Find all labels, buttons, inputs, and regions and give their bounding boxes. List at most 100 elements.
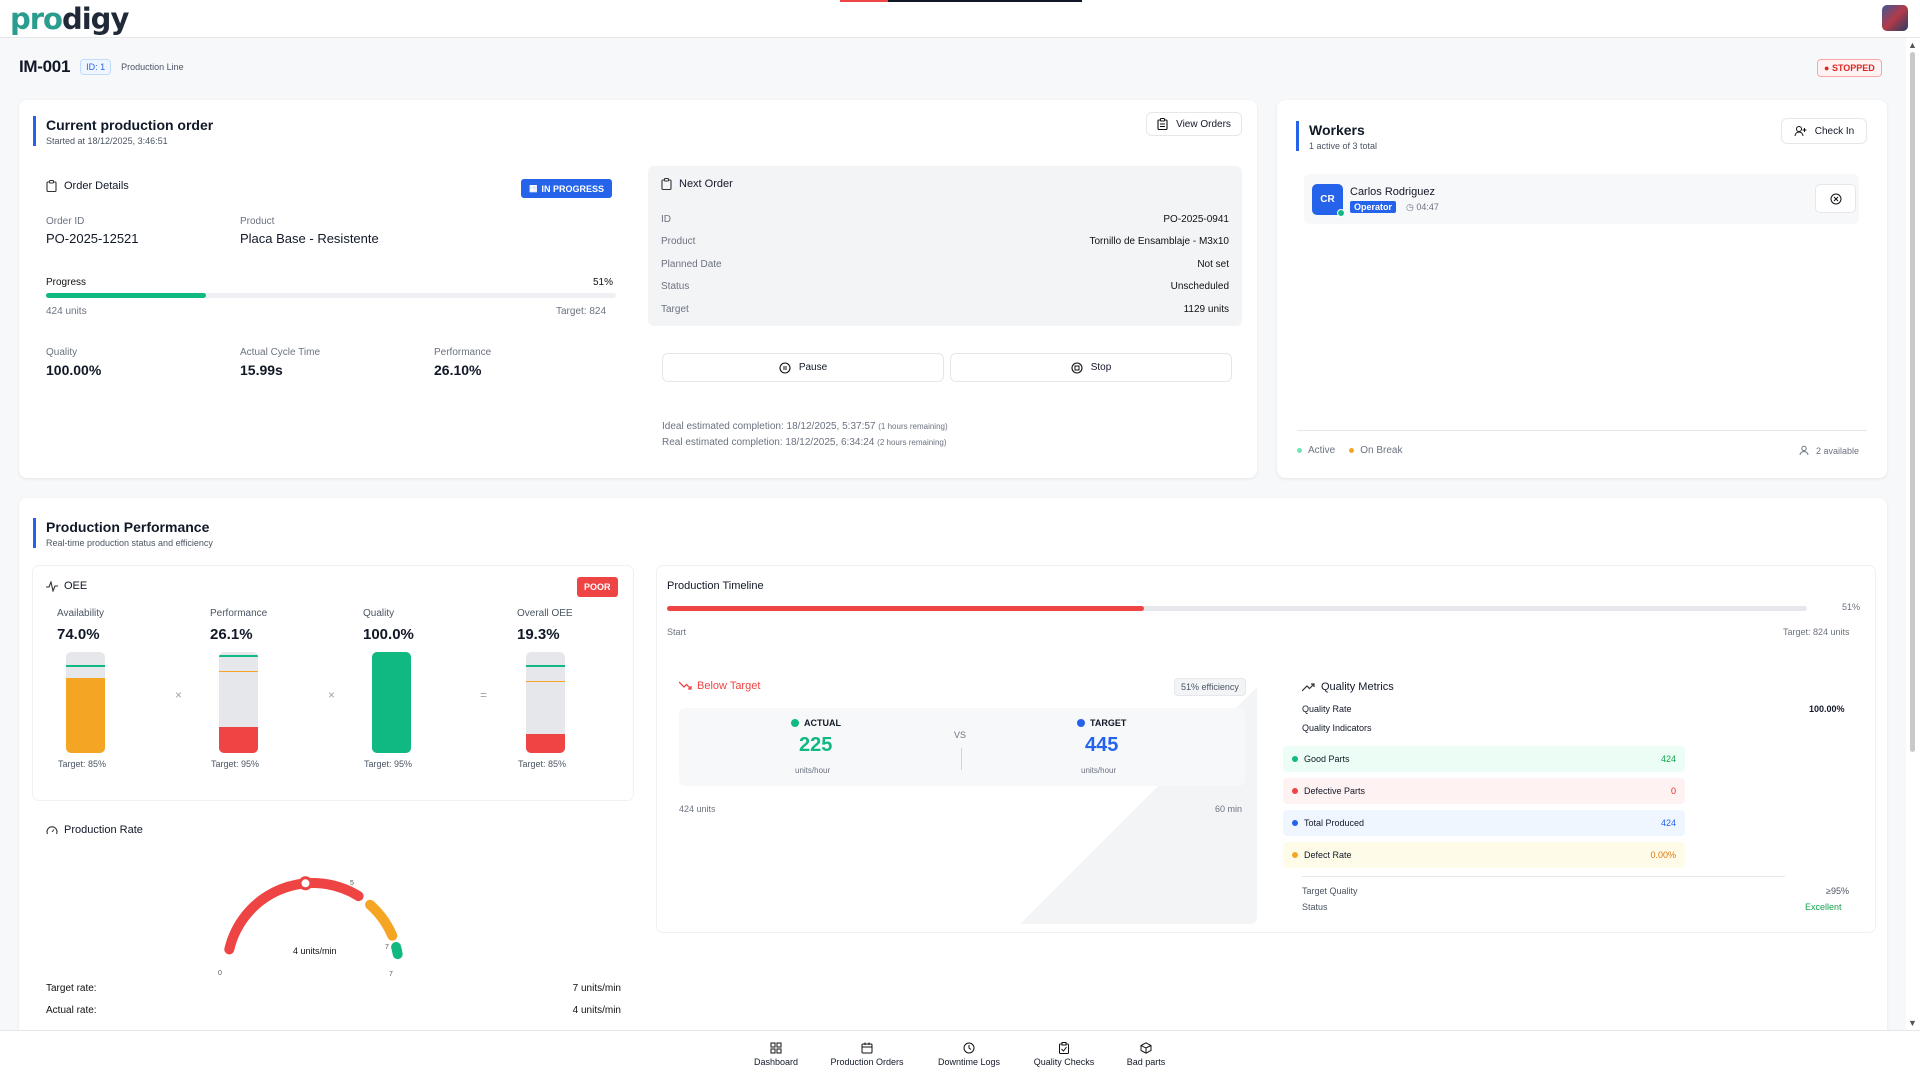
order-id-label: Order ID — [46, 216, 85, 227]
oee-metric-bar-fill — [219, 726, 258, 753]
timeline-fill — [667, 606, 1144, 611]
performance-label: Performance — [434, 347, 492, 358]
ideal-completion: Ideal estimated completion: 18/12/2025, … — [662, 421, 948, 432]
user-avatar[interactable] — [1882, 5, 1908, 31]
oee-metric-target: Target: 85% — [518, 759, 567, 769]
quality-indicator-label: Defect Rate — [1304, 850, 1352, 860]
workers-heading: Workers 1 active of 3 total — [1296, 121, 1377, 151]
performance-subtitle: Real-time production status and efficien… — [46, 538, 213, 548]
loading-bar — [840, 0, 1082, 2]
quality-metrics-title: Quality Metrics — [1321, 681, 1394, 693]
activity-icon — [46, 580, 58, 592]
online-indicator — [1337, 209, 1345, 217]
oee-target-marker — [66, 665, 105, 668]
next-order-row-label: Target — [661, 303, 689, 315]
worker-role-badge: Operator — [1350, 201, 1397, 213]
workers-divider — [1297, 430, 1867, 431]
multiply-operator: × — [328, 688, 336, 702]
current-order-card: Current production order Started at 18/1… — [19, 100, 1257, 478]
nav-dashboard[interactable]: Dashboard — [749, 1042, 803, 1067]
progress-percent: 51% — [593, 277, 614, 288]
nav-quality-checks[interactable]: Quality Checks — [1026, 1042, 1102, 1067]
next-order-row-label: Planned Date — [661, 258, 722, 270]
quality-indicator-value: 424 — [1660, 754, 1676, 764]
status-dot-icon — [1292, 788, 1298, 794]
worker-row[interactable]: CR Carlos Rodriguez Operator ◷ 04:47 — [1304, 174, 1859, 224]
timeline-start: Start — [667, 627, 687, 637]
dashboard-icon — [770, 1042, 782, 1054]
next-order-title: Next Order — [679, 178, 733, 190]
oee-title: OEE — [64, 580, 88, 592]
production-timeline-panel: Production Timeline 51% Start Target: 82… — [657, 566, 1875, 932]
minutes-label: 60 min — [1215, 804, 1243, 814]
scrollbar[interactable]: ▲ ▼ — [1906, 38, 1920, 1030]
clipboard-icon — [661, 178, 672, 190]
workers-card: Workers 1 active of 3 total Check In CR … — [1277, 100, 1887, 478]
production-rate-gauge: 0 5 7 7 4 units/min — [218, 876, 403, 977]
quality-rate-value: 100.00% — [1809, 704, 1845, 714]
product-value: Placa Base - Resistente — [240, 231, 379, 246]
target-unit: units/hour — [1081, 766, 1117, 775]
stop-button[interactable]: Stop — [950, 353, 1232, 382]
worker-checkout-button[interactable] — [1815, 184, 1856, 213]
gauge-label-mid: 5 — [350, 880, 354, 887]
stop-icon — [1071, 361, 1083, 374]
next-order-row: Product Tornillo de Ensamblaje - M3x10 — [661, 231, 1229, 254]
real-completion: Real estimated completion: 18/12/2025, 6… — [662, 437, 947, 448]
timeline-target: Target: 824 units — [1783, 627, 1850, 637]
actual-unit: units/hour — [795, 766, 831, 775]
gauge-label-max: 7 — [389, 971, 393, 977]
quality-rate-label: Quality Rate — [1302, 704, 1352, 714]
pause-icon — [779, 361, 791, 374]
app-logo[interactable]: prodigy — [10, 2, 129, 36]
oee-target-marker — [219, 655, 258, 658]
view-orders-button[interactable]: View Orders — [1146, 112, 1242, 136]
timeline-title: Production Timeline — [667, 580, 764, 592]
worker-time: ◷ 04:47 — [1406, 202, 1439, 212]
gauge-label-high: 7 — [385, 944, 389, 951]
current-order-title: Current production order — [46, 117, 214, 133]
scroll-thumb[interactable] — [1910, 52, 1915, 752]
scroll-down-icon[interactable]: ▼ — [1908, 1018, 1917, 1028]
current-order-started: Started at 18/12/2025, 3:46:51 — [46, 136, 168, 146]
oee-warning-marker — [219, 671, 258, 673]
workers-subtitle: 1 active of 3 total — [1309, 141, 1378, 151]
nav-downtime-logs[interactable]: Downtime Logs — [930, 1042, 1008, 1067]
next-order-row-value: Not set — [1197, 258, 1229, 270]
gauge-icon — [46, 825, 58, 834]
break-dot-icon — [1349, 448, 1355, 453]
production-rate-panel: Production Rate 0 5 7 7 4 units/min Targ… — [33, 812, 633, 1032]
nav-bad-parts[interactable]: Bad parts — [1118, 1042, 1174, 1067]
order-status-badge: ▦ IN PROGRESS — [521, 179, 613, 198]
target-quality-label: Target Quality — [1302, 886, 1358, 896]
nav-production-orders[interactable]: Production Orders — [823, 1042, 911, 1067]
cycle-time-value: 15.99s — [240, 362, 283, 378]
oee-metric-target: Target: 95% — [211, 759, 260, 769]
next-order-rows: ID PO-2025-0941 Product Tornillo de Ensambl… — [661, 208, 1229, 321]
gauge-arc-high — [391, 942, 403, 960]
check-in-button[interactable]: Check In — [1781, 118, 1867, 144]
quality-indicator-label: Defective Parts — [1304, 786, 1366, 796]
next-order-row: Target 1129 units — [661, 298, 1229, 321]
quality-status-label: Status — [1302, 902, 1328, 912]
next-order-panel: Next Order ID PO-2025-0941 Product Tornillo… — [648, 166, 1242, 326]
machine-status-badge: ● STOPPED — [1817, 59, 1882, 77]
target-rate-value: 7 units/min — [572, 983, 621, 994]
machine-id-badge: ID: 1 — [80, 59, 112, 75]
target-rate: 445 — [1085, 734, 1119, 756]
quality-value: 100.00% — [46, 362, 102, 378]
pause-button[interactable]: Pause — [662, 353, 944, 382]
gauge-needle — [298, 876, 313, 891]
scroll-up-icon[interactable]: ▲ — [1908, 40, 1917, 50]
package-icon — [1140, 1042, 1152, 1054]
status-dot-icon — [1292, 756, 1298, 762]
target-dot-icon — [1077, 719, 1085, 727]
next-order-row-label: ID — [661, 213, 671, 225]
oee-rating-badge: POOR — [577, 577, 618, 597]
actual-rate-value: 4 units/min — [572, 1005, 621, 1016]
current-order-heading: Current production order Started at 18/1… — [33, 116, 213, 146]
oee-target-marker — [526, 665, 565, 668]
quality-indicator-value: 0 — [1670, 786, 1676, 796]
next-order-row-label: Product — [661, 236, 696, 248]
progress-label: Progress — [46, 277, 87, 288]
